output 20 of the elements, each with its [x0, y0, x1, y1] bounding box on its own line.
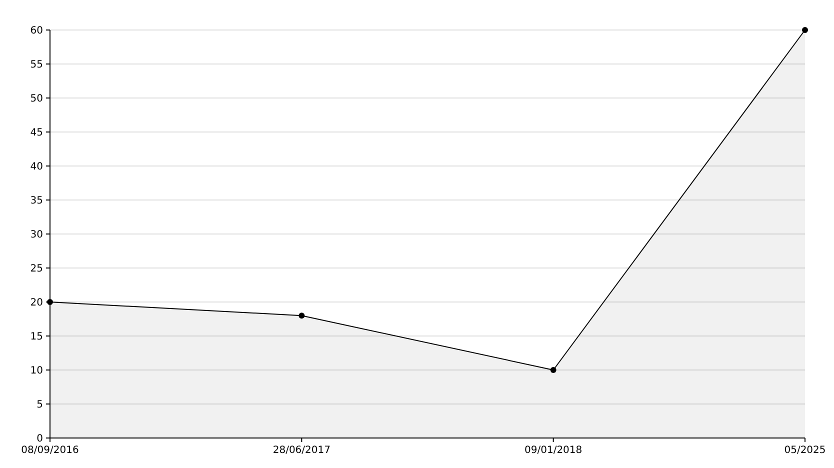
y-tick-label: 40 [30, 162, 43, 172]
y-tick-label: 0 [36, 434, 43, 444]
y-tick-label: 15 [30, 332, 43, 342]
y-tick-label: 45 [30, 128, 43, 138]
x-tick-label: 09/01/2018 [524, 445, 582, 456]
y-tick-label: 60 [30, 26, 43, 36]
x-tick-label: 28/06/2017 [272, 445, 330, 456]
y-tick-label: 5 [36, 400, 43, 410]
y-tick-label: 35 [30, 196, 43, 206]
point [802, 27, 808, 33]
y-tick-label: 25 [30, 264, 43, 274]
y-tick-label: 55 [30, 60, 43, 70]
y-tick-label: 30 [30, 230, 43, 240]
y-tick-label: 10 [30, 366, 43, 376]
y-tick-label: 50 [30, 94, 43, 104]
x-tick-label: 08/09/2016 [21, 445, 79, 456]
x-tick-label: 05/2025 [784, 445, 826, 456]
point [298, 312, 305, 319]
y-tick-label: 20 [30, 298, 43, 308]
point [550, 367, 556, 373]
